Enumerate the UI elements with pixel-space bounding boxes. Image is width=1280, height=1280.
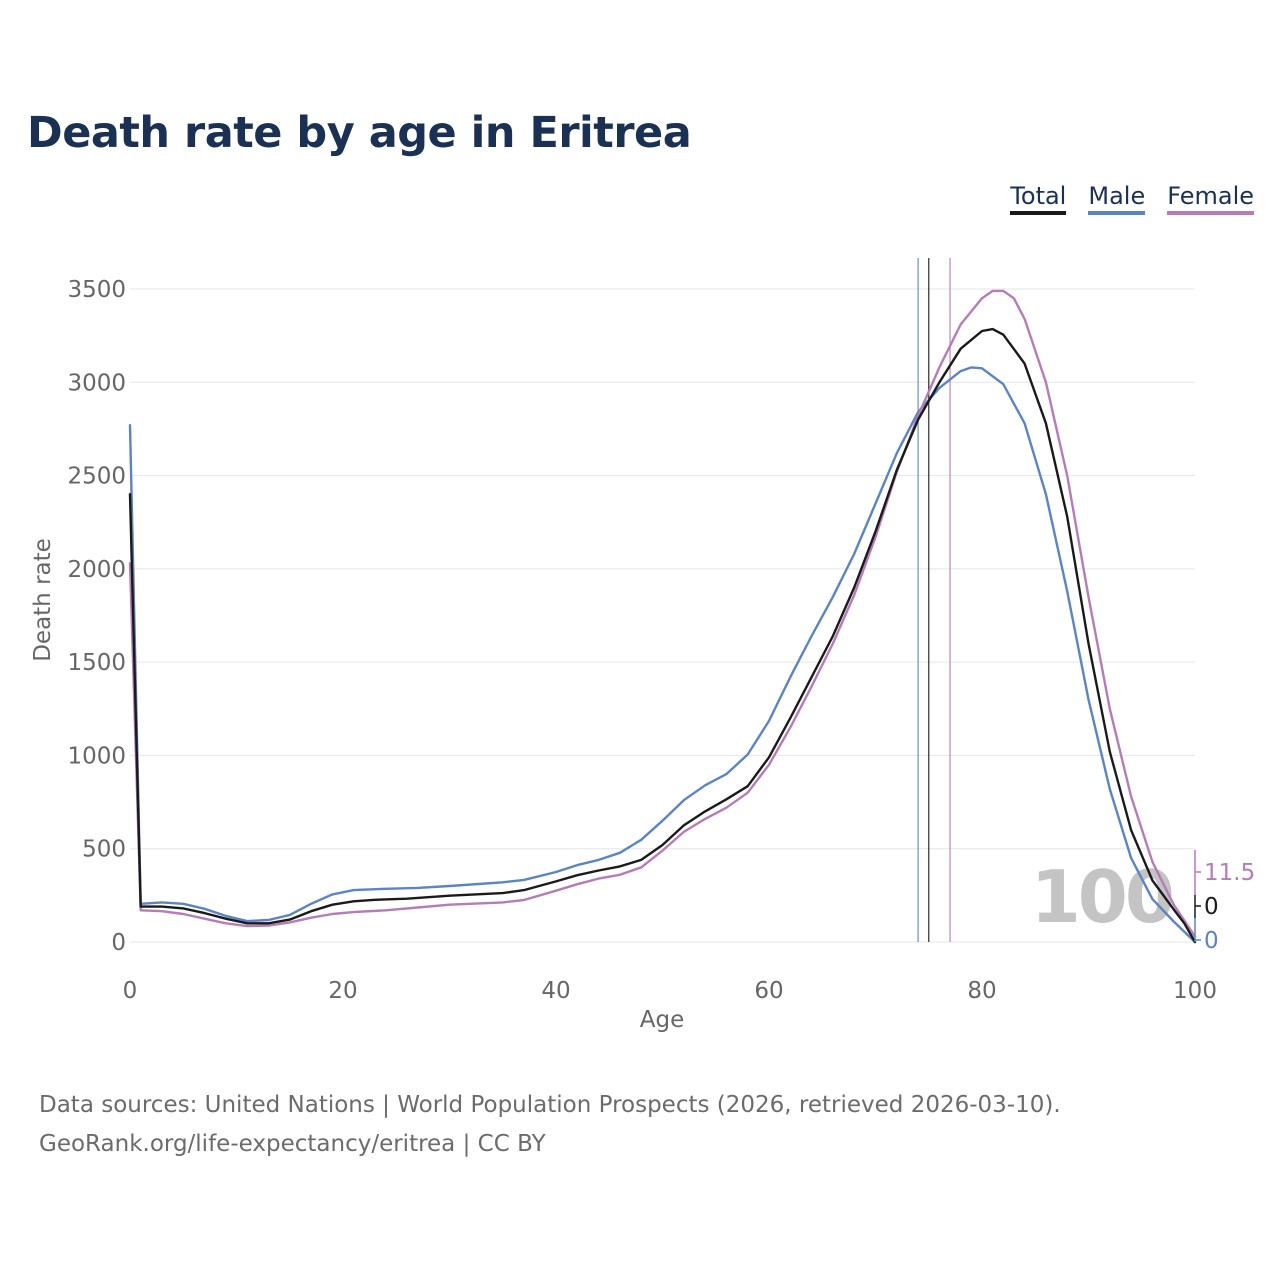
y-tick-label: 3500 bbox=[67, 277, 126, 303]
legend-swatch-male bbox=[1088, 211, 1146, 215]
legend-item-female[interactable]: Female bbox=[1167, 182, 1254, 217]
gridlines bbox=[130, 288, 1195, 943]
x-tick-label: 80 bbox=[967, 978, 996, 1004]
legend: Total Male Female bbox=[1010, 182, 1254, 217]
legend-label-male: Male bbox=[1088, 182, 1146, 210]
y-tick-label: 1000 bbox=[67, 743, 126, 769]
end-bracket-male bbox=[1194, 918, 1201, 942]
footer: Data sources: United Nations | World Pop… bbox=[39, 1086, 1061, 1164]
legend-item-total[interactable]: Total bbox=[1010, 182, 1067, 217]
legend-label-female: Female bbox=[1167, 182, 1254, 210]
x-tick-label: 40 bbox=[541, 978, 570, 1004]
end-label-total: 0 bbox=[1204, 894, 1219, 920]
legend-label-total: Total bbox=[1010, 182, 1067, 210]
end-label-male: 0 bbox=[1204, 928, 1219, 954]
end-bracket-female bbox=[1194, 850, 1201, 895]
end-bracket-total bbox=[1194, 895, 1201, 918]
x-tick-label: 0 bbox=[123, 978, 138, 1004]
y-tick-label: 0 bbox=[111, 930, 126, 956]
series-line-total[interactable] bbox=[128, 327, 1197, 944]
y-axis-ticks: 0 500 1000 1500 2000 2500 3000 3500 bbox=[67, 277, 126, 956]
y-tick-label: 2000 bbox=[67, 557, 126, 583]
source-link[interactable]: GeoRank.org/life-expectancy/eritrea | CC… bbox=[39, 1131, 546, 1157]
y-axis-label: Death rate bbox=[30, 538, 56, 662]
x-tick-label: 20 bbox=[328, 978, 357, 1004]
chart-title: Death rate by age in Eritrea bbox=[27, 108, 692, 158]
x-tick-label: 100 bbox=[1173, 978, 1217, 1004]
y-tick-label: 2500 bbox=[67, 464, 126, 490]
x-tick-label: 60 bbox=[754, 978, 783, 1004]
legend-item-male[interactable]: Male bbox=[1088, 182, 1146, 217]
series-line-male[interactable] bbox=[128, 366, 1197, 944]
x-axis-ticks: 0 20 40 60 80 100 bbox=[123, 978, 1217, 1004]
end-label-female: 11.5 bbox=[1204, 860, 1255, 886]
x-axis-label: Age bbox=[640, 1007, 684, 1033]
life-expectancy-lines bbox=[917, 258, 951, 942]
legend-swatch-female bbox=[1167, 211, 1254, 215]
y-tick-label: 500 bbox=[82, 837, 126, 863]
series-line-female[interactable] bbox=[128, 289, 1197, 938]
legend-swatch-total bbox=[1010, 211, 1067, 215]
data-source-note: Data sources: United Nations | World Pop… bbox=[39, 1092, 1061, 1118]
end-labels: 11.5 0 0 bbox=[1194, 850, 1255, 954]
y-tick-label: 1500 bbox=[67, 650, 126, 676]
y-tick-label: 3000 bbox=[67, 370, 126, 396]
series-lines bbox=[128, 289, 1197, 944]
